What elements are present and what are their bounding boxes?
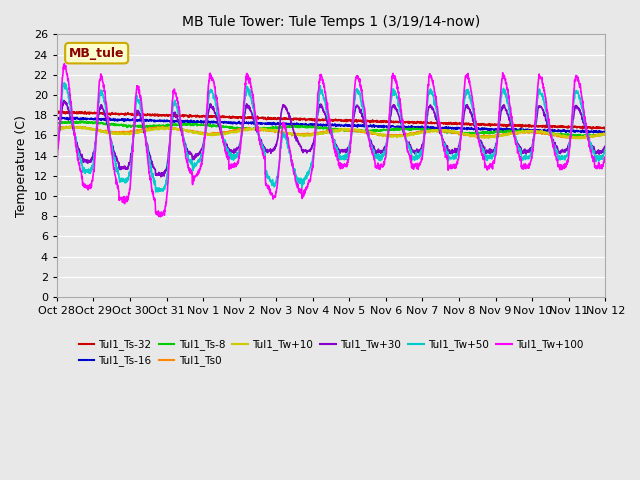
Title: MB Tule Tower: Tule Temps 1 (3/19/14-now): MB Tule Tower: Tule Temps 1 (3/19/14-now… — [182, 15, 480, 29]
Tul1_Tw+100 — [320, 84, 328, 90]
Tul1_Ts-8 — [320, 126, 328, 132]
Tul1_Ts-8 — [602, 132, 609, 137]
Tul1_Tw+10 — [577, 136, 585, 142]
Tul1_Tw+100 — [81, 181, 89, 187]
Tul1_Tw+30 — [60, 97, 68, 103]
Tul1_Ts-8 — [81, 119, 89, 124]
Tul1_Tw+30 — [306, 148, 314, 154]
Tul1_Ts0 — [81, 124, 89, 130]
Tul1_Tw+50 — [306, 168, 314, 173]
Tul1_Tw+30 — [586, 139, 593, 145]
Tul1_Ts-16 — [320, 122, 328, 128]
Tul1_Tw+100 — [156, 214, 164, 220]
Tul1_Tw+30 — [157, 174, 164, 180]
Tul1_Ts-8 — [76, 118, 84, 124]
Line: Tul1_Ts0: Tul1_Ts0 — [57, 126, 605, 139]
Line: Tul1_Tw+100: Tul1_Tw+100 — [57, 64, 605, 217]
Legend: Tul1_Ts-32, Tul1_Ts-16, Tul1_Ts-8, Tul1_Ts0, Tul1_Tw+10, Tul1_Tw+30, Tul1_Tw+50,: Tul1_Ts-32, Tul1_Ts-16, Tul1_Ts-8, Tul1_… — [74, 335, 588, 371]
Tul1_Ts-16 — [53, 116, 61, 122]
Tul1_Ts0 — [320, 130, 328, 135]
Tul1_Tw+30 — [602, 143, 609, 149]
Tul1_Tw+50 — [60, 80, 68, 86]
Tul1_Ts-32 — [58, 108, 65, 114]
Line: Tul1_Ts-16: Tul1_Ts-16 — [57, 118, 605, 133]
Tul1_Tw+30 — [485, 147, 493, 153]
Tul1_Ts0 — [586, 135, 593, 141]
Tul1_Tw+100 — [485, 166, 493, 171]
Tul1_Tw+10 — [485, 134, 493, 140]
Tul1_Tw+10 — [602, 131, 609, 136]
Tul1_Tw+30 — [320, 110, 328, 116]
Line: Tul1_Ts-8: Tul1_Ts-8 — [57, 121, 605, 136]
Tul1_Tw+50 — [320, 96, 328, 102]
Tul1_Tw+50 — [152, 189, 160, 195]
Tul1_Ts-8 — [586, 132, 594, 138]
Tul1_Ts-8 — [305, 124, 313, 130]
Text: MB_tule: MB_tule — [69, 47, 124, 60]
Tul1_Tw+100 — [586, 145, 594, 151]
Tul1_Ts-8 — [580, 133, 588, 139]
Y-axis label: Temperature (C): Temperature (C) — [15, 115, 28, 216]
Tul1_Ts0 — [53, 125, 61, 131]
Tul1_Tw+100 — [60, 61, 68, 67]
Tul1_Ts-8 — [485, 130, 493, 136]
Line: Tul1_Tw+50: Tul1_Tw+50 — [57, 83, 605, 192]
Tul1_Tw+50 — [53, 152, 61, 157]
Tul1_Tw+10 — [76, 123, 83, 129]
Tul1_Ts0 — [586, 134, 594, 140]
Tul1_Ts-8 — [53, 120, 61, 126]
Tul1_Ts-16 — [586, 129, 593, 135]
Tul1_Ts0 — [70, 123, 77, 129]
Tul1_Ts-8 — [586, 132, 593, 137]
Tul1_Ts-16 — [58, 115, 66, 120]
Tul1_Ts-16 — [81, 116, 89, 121]
Tul1_Ts-32 — [305, 116, 313, 122]
Tul1_Tw+50 — [586, 140, 593, 146]
Tul1_Tw+30 — [586, 140, 594, 146]
Tul1_Tw+100 — [53, 160, 61, 166]
Tul1_Tw+50 — [602, 146, 609, 152]
Line: Tul1_Ts-32: Tul1_Ts-32 — [57, 111, 605, 129]
Tul1_Tw+10 — [53, 127, 61, 132]
Tul1_Tw+50 — [81, 170, 89, 176]
Tul1_Ts-16 — [305, 121, 313, 127]
Line: Tul1_Tw+10: Tul1_Tw+10 — [57, 126, 605, 139]
Tul1_Tw+100 — [586, 144, 593, 149]
Tul1_Ts0 — [602, 131, 609, 136]
Tul1_Ts0 — [572, 136, 579, 142]
Tul1_Tw+10 — [305, 132, 313, 138]
Tul1_Tw+10 — [320, 130, 328, 136]
Tul1_Tw+50 — [485, 153, 493, 158]
Tul1_Ts-32 — [81, 109, 89, 115]
Tul1_Ts-16 — [602, 130, 609, 135]
Tul1_Ts-16 — [485, 127, 493, 132]
Tul1_Ts-32 — [588, 126, 596, 132]
Tul1_Tw+100 — [602, 154, 609, 160]
Tul1_Ts-16 — [586, 129, 593, 134]
Tul1_Ts-32 — [586, 125, 593, 131]
Tul1_Ts0 — [305, 131, 313, 137]
Tul1_Tw+50 — [586, 141, 594, 147]
Tul1_Tw+100 — [306, 177, 314, 183]
Tul1_Tw+10 — [586, 134, 594, 140]
Tul1_Ts-32 — [586, 125, 593, 131]
Line: Tul1_Tw+30: Tul1_Tw+30 — [57, 100, 605, 177]
Tul1_Ts-32 — [320, 118, 328, 123]
Tul1_Tw+10 — [81, 125, 89, 131]
Tul1_Ts-32 — [53, 110, 61, 116]
Tul1_Tw+10 — [586, 134, 593, 140]
Tul1_Ts-16 — [598, 130, 606, 136]
Tul1_Ts0 — [485, 135, 493, 141]
Tul1_Ts-32 — [602, 125, 609, 131]
Tul1_Tw+30 — [81, 159, 89, 165]
Tul1_Tw+30 — [53, 145, 61, 151]
Tul1_Ts-32 — [485, 122, 493, 128]
